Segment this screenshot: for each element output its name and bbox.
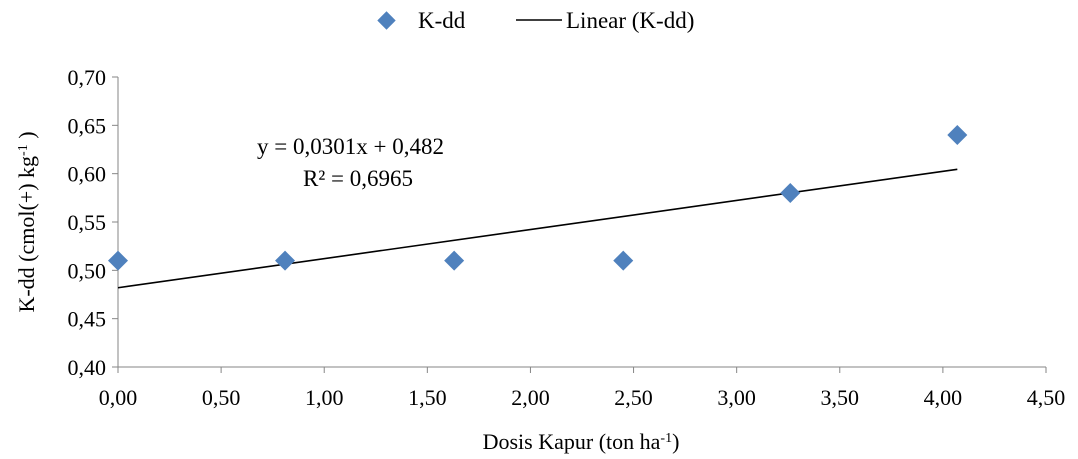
x-tick-label: 0,50: [202, 385, 241, 410]
y-tick-label: 0,40: [68, 355, 107, 380]
data-point: [108, 250, 128, 271]
x-tick-label: 1,00: [305, 385, 344, 410]
trendline-equation: y = 0,0301x + 0,482: [257, 134, 444, 159]
legend-label-k-dd: K-dd: [418, 8, 466, 33]
y-axis-title: K-dd (cmol(+) kg-1 ): [14, 131, 39, 312]
x-tick-label: 4,00: [924, 385, 963, 410]
y-tick-label: 0,55: [68, 210, 107, 235]
y-tick-label: 0,65: [68, 113, 107, 138]
x-tick-label: 3,50: [821, 385, 860, 410]
data-point: [613, 250, 634, 271]
data-point: [780, 183, 801, 203]
x-axis-title: Dosis Kapur (ton ha-1): [483, 429, 680, 454]
trendline-linear: [117, 168, 958, 289]
data-point: [444, 250, 465, 271]
x-tick-label: 0,00: [99, 385, 138, 410]
y-tick-label: 0,50: [68, 258, 107, 283]
legend-label-linear: Linear (K-dd): [566, 8, 694, 33]
y-tick-label: 0,70: [68, 65, 107, 90]
x-tick-label: 2,00: [511, 385, 550, 410]
y-axis-ticks: 0,40 0,45 0,50 0,55 0,60 0,65 0,70: [68, 65, 118, 380]
x-axis-ticks: 0,00 0,50 1,00 1,50 2,00 2,50 3,00 3,50 4,00 4,50: [99, 367, 1066, 410]
trendline-r-squared: R² = 0,6965: [303, 166, 413, 191]
data-points: [108, 125, 968, 271]
legend-marker-k-dd: [377, 11, 396, 30]
x-tick-label: 1,50: [408, 385, 447, 410]
data-point: [275, 250, 296, 271]
legend: K-dd Linear (K-dd): [377, 8, 694, 33]
x-tick-label: 4,50: [1027, 385, 1066, 410]
y-tick-label: 0,45: [68, 307, 107, 332]
x-tick-label: 3,00: [717, 385, 756, 410]
x-tick-label: 2,50: [614, 385, 653, 410]
y-tick-label: 0,60: [68, 162, 107, 187]
data-point: [947, 125, 968, 145]
